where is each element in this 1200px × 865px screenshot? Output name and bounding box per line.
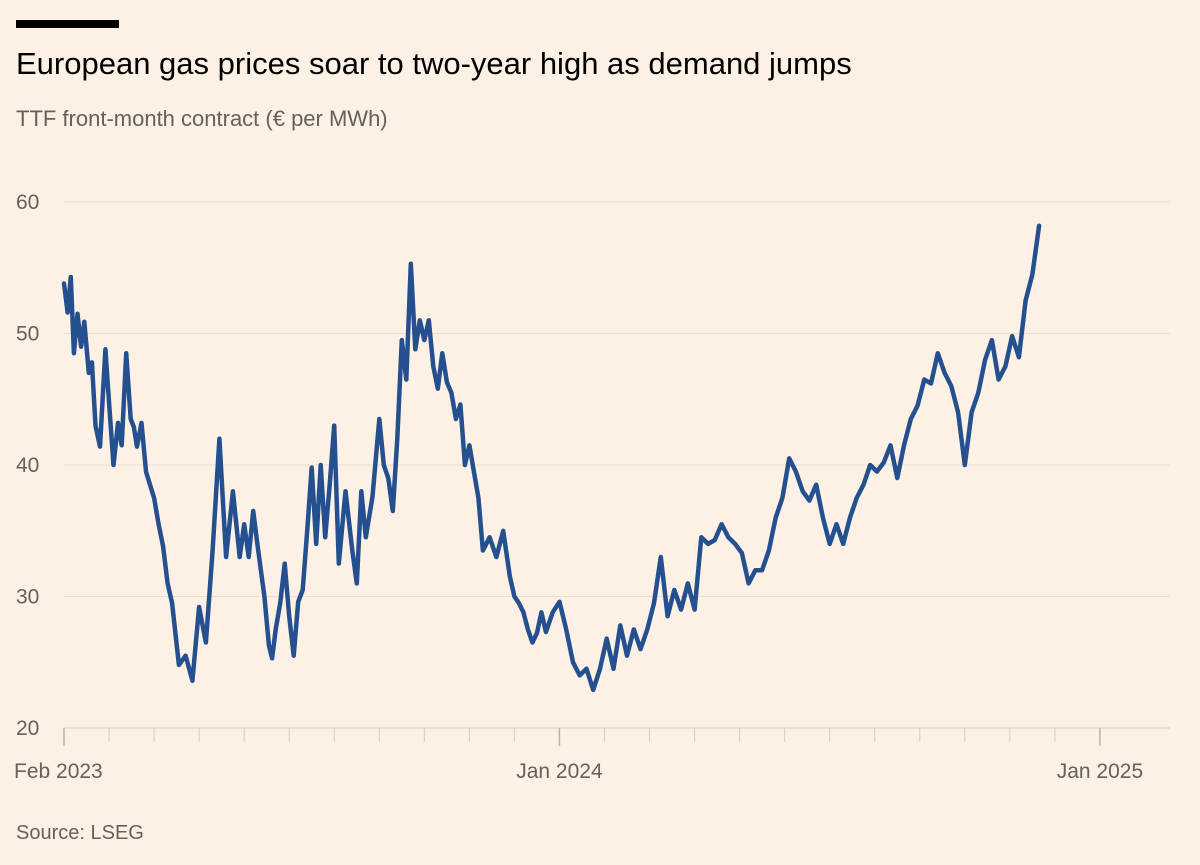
series-line-ttf [61,223,1042,693]
x-tick-label: Jan 2025 [1057,760,1143,783]
series-layer [61,223,1042,693]
chart-title: European gas prices soar to two-year hig… [16,46,852,81]
header-accent-bar [16,20,119,28]
x-tick-label: Jan 2024 [516,760,603,783]
y-tick-label: 30 [16,586,39,609]
y-tick-label: 40 [16,454,39,477]
line-chart: 20 30 40 50 60 Feb 2023 Jan 2024 Jan 2025 [14,191,1170,783]
y-tick-label: 20 [16,717,39,740]
chart-subtitle: TTF front-month contract (€ per MWh) [16,106,388,131]
y-tick-label: 60 [16,191,39,214]
y-tick-label: 50 [16,323,39,346]
x-tick-label: Feb 2023 [14,760,103,783]
source-note: Source: LSEG [16,822,144,844]
axis-layer: 20 30 40 50 60 Feb 2023 Jan 2024 Jan 2025 [14,191,1170,783]
grid-layer [64,201,1170,597]
